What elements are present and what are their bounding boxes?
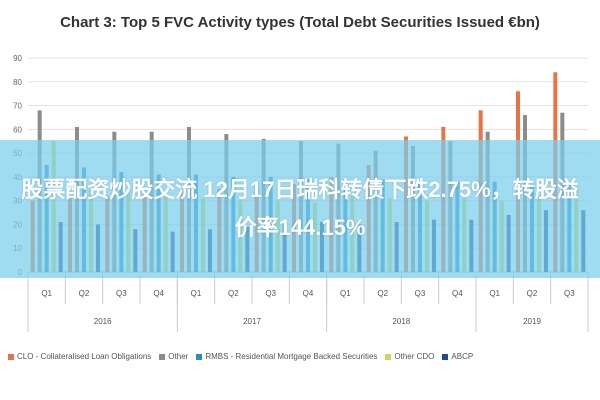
- legend-item: Other CDO: [385, 352, 434, 361]
- legend-swatch: [385, 353, 392, 360]
- legend-item: CLO - Collateralised Loan Obligations: [8, 352, 151, 361]
- year-label: 2018: [392, 317, 410, 326]
- y-tick-label: 80: [13, 78, 22, 87]
- x-tick-label: Q3: [564, 289, 575, 298]
- year-label: 2019: [523, 317, 541, 326]
- x-tick-label: Q2: [228, 289, 239, 298]
- legend-swatch: [196, 353, 203, 360]
- x-tick-label: Q3: [415, 289, 426, 298]
- overlay-banner[interactable]: 股票配资炒股交流 12月17日瑞科转债下跌2.75%，转股溢价率144.15%: [0, 140, 600, 278]
- x-tick-label: Q3: [116, 289, 127, 298]
- x-tick-label: Q4: [303, 289, 314, 298]
- y-tick-label: 70: [13, 102, 22, 111]
- year-label: 2017: [243, 317, 261, 326]
- x-tick-label: Q2: [79, 289, 90, 298]
- x-tick-label: Q4: [153, 289, 164, 298]
- legend-label: Other: [168, 352, 189, 361]
- legend-label: RMBS - Residential Mortgage Backed Secur…: [205, 352, 378, 361]
- x-tick-label: Q3: [265, 289, 276, 298]
- x-tick-label: Q1: [340, 289, 351, 298]
- year-label: 2016: [94, 317, 112, 326]
- legend-swatch: [159, 353, 166, 360]
- x-tick-label: Q1: [41, 289, 52, 298]
- legend-label: CLO - Collateralised Loan Obligations: [17, 352, 152, 361]
- y-tick-label: 60: [13, 125, 22, 134]
- x-tick-label: Q2: [527, 289, 538, 298]
- banner-headline[interactable]: 股票配资炒股交流 12月17日瑞科转债下跌2.75%，转股溢价率144.15%: [21, 177, 579, 240]
- y-tick-label: 90: [13, 54, 22, 63]
- legend-label: Other CDO: [394, 352, 435, 361]
- legend-swatch: [8, 353, 14, 360]
- x-tick-label: Q2: [377, 289, 388, 298]
- chart-title: Chart 3: Top 5 FVC Activity types (Total…: [60, 14, 540, 31]
- legend-item: RMBS - Residential Mortgage Backed Secur…: [196, 352, 377, 361]
- legend-label: ABCP: [451, 352, 474, 361]
- legend-item: Other: [159, 352, 188, 361]
- chart-legend: CLO - Collateralised Loan Obligations Oth…: [8, 352, 598, 361]
- legend-item: ABCP: [442, 352, 473, 361]
- legend-swatch: [442, 353, 449, 360]
- x-tick-label: Q1: [489, 289, 500, 298]
- x-tick-label: Q1: [191, 289, 202, 298]
- x-tick-label: Q4: [452, 289, 463, 298]
